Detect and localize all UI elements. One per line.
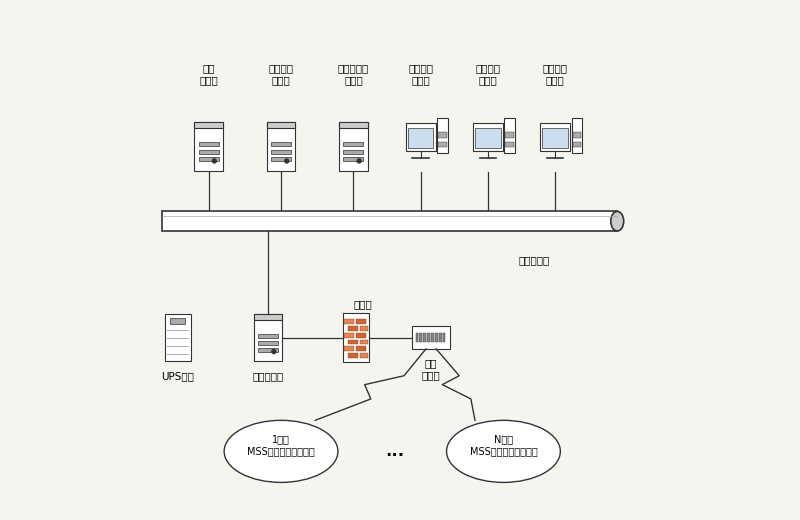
FancyBboxPatch shape: [267, 122, 295, 127]
FancyBboxPatch shape: [165, 314, 190, 361]
FancyBboxPatch shape: [438, 142, 447, 147]
FancyBboxPatch shape: [339, 122, 368, 127]
FancyBboxPatch shape: [267, 122, 295, 171]
FancyBboxPatch shape: [427, 333, 430, 342]
FancyBboxPatch shape: [506, 142, 514, 147]
Ellipse shape: [610, 212, 624, 231]
Text: N号线
MSS线路维护中心设备: N号线 MSS线路维护中心设备: [470, 434, 538, 456]
Text: 防火墙: 防火墙: [354, 299, 372, 309]
Text: UPS电源: UPS电源: [161, 371, 194, 381]
FancyBboxPatch shape: [258, 334, 278, 337]
FancyBboxPatch shape: [435, 333, 438, 342]
FancyBboxPatch shape: [356, 319, 366, 324]
Text: 通信前置机: 通信前置机: [253, 371, 284, 381]
Text: 线网交换机: 线网交换机: [519, 255, 550, 265]
Text: 1号线
MSS线路维护中心设备: 1号线 MSS线路维护中心设备: [247, 434, 315, 456]
FancyBboxPatch shape: [431, 333, 434, 342]
Text: 网络
交换机: 网络 交换机: [422, 358, 441, 380]
FancyBboxPatch shape: [258, 341, 278, 345]
FancyBboxPatch shape: [419, 333, 422, 342]
FancyBboxPatch shape: [573, 133, 582, 138]
FancyBboxPatch shape: [194, 122, 223, 127]
FancyBboxPatch shape: [194, 122, 223, 171]
Text: 线网维护
工作站: 线网维护 工作站: [542, 63, 568, 85]
FancyBboxPatch shape: [540, 123, 570, 151]
FancyBboxPatch shape: [475, 128, 501, 148]
FancyBboxPatch shape: [473, 123, 503, 151]
Text: 线网维护
工作站: 线网维护 工作站: [475, 63, 501, 85]
FancyBboxPatch shape: [271, 157, 291, 161]
FancyBboxPatch shape: [360, 340, 368, 344]
FancyBboxPatch shape: [348, 353, 358, 358]
Ellipse shape: [224, 420, 338, 483]
FancyBboxPatch shape: [573, 142, 582, 147]
Circle shape: [285, 159, 289, 163]
FancyBboxPatch shape: [343, 142, 363, 146]
FancyBboxPatch shape: [356, 333, 366, 337]
FancyBboxPatch shape: [344, 346, 354, 352]
FancyBboxPatch shape: [198, 142, 218, 146]
FancyBboxPatch shape: [412, 326, 450, 349]
Circle shape: [272, 349, 276, 354]
FancyBboxPatch shape: [198, 157, 218, 161]
FancyBboxPatch shape: [198, 150, 218, 153]
Circle shape: [212, 159, 216, 163]
FancyBboxPatch shape: [572, 118, 582, 152]
FancyBboxPatch shape: [258, 348, 278, 352]
FancyBboxPatch shape: [344, 319, 354, 324]
FancyBboxPatch shape: [254, 314, 282, 361]
FancyBboxPatch shape: [438, 133, 447, 138]
FancyBboxPatch shape: [442, 333, 446, 342]
FancyBboxPatch shape: [348, 340, 358, 344]
Text: 线网应用
服务器: 线网应用 服务器: [269, 63, 294, 85]
FancyBboxPatch shape: [542, 128, 568, 148]
FancyBboxPatch shape: [254, 314, 282, 320]
Text: 时钟
服务器: 时钟 服务器: [199, 63, 218, 85]
FancyBboxPatch shape: [356, 346, 366, 352]
FancyBboxPatch shape: [271, 142, 291, 146]
FancyBboxPatch shape: [438, 333, 442, 342]
FancyBboxPatch shape: [343, 157, 363, 161]
FancyBboxPatch shape: [343, 150, 363, 153]
Circle shape: [357, 159, 361, 163]
FancyBboxPatch shape: [170, 318, 186, 323]
FancyBboxPatch shape: [343, 313, 369, 362]
FancyBboxPatch shape: [271, 150, 291, 153]
Text: 线网防病毒
服务器: 线网防病毒 服务器: [338, 63, 369, 85]
FancyBboxPatch shape: [406, 123, 436, 151]
FancyBboxPatch shape: [339, 122, 368, 171]
FancyBboxPatch shape: [437, 118, 448, 152]
FancyBboxPatch shape: [408, 128, 434, 148]
FancyBboxPatch shape: [505, 118, 515, 152]
FancyBboxPatch shape: [415, 333, 418, 342]
Ellipse shape: [446, 420, 560, 483]
FancyBboxPatch shape: [423, 333, 426, 342]
FancyBboxPatch shape: [162, 212, 618, 231]
FancyBboxPatch shape: [344, 333, 354, 337]
FancyBboxPatch shape: [348, 326, 358, 331]
FancyBboxPatch shape: [360, 326, 368, 331]
Text: ...: ...: [386, 443, 404, 460]
Text: 线网网管
工作站: 线网网管 工作站: [408, 63, 433, 85]
FancyBboxPatch shape: [360, 353, 368, 358]
FancyBboxPatch shape: [506, 133, 514, 138]
